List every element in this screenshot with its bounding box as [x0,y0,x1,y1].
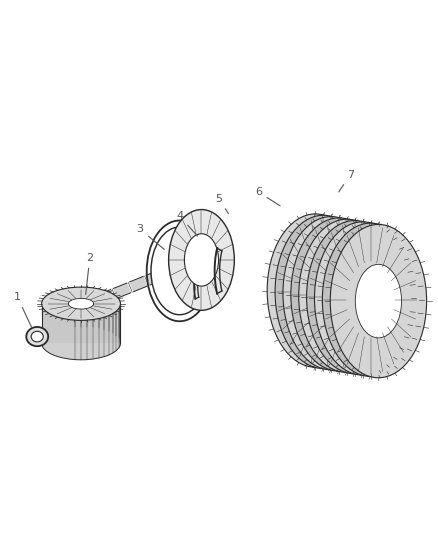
Text: 5: 5 [215,193,229,214]
Ellipse shape [42,327,120,360]
Ellipse shape [151,227,208,314]
Ellipse shape [308,256,354,330]
Text: 2: 2 [86,253,93,294]
Ellipse shape [291,218,387,371]
Ellipse shape [332,260,378,334]
Ellipse shape [184,234,219,286]
Text: 1: 1 [14,292,32,327]
Ellipse shape [355,264,402,338]
Ellipse shape [169,209,234,310]
Ellipse shape [339,262,386,335]
Ellipse shape [42,287,120,320]
Ellipse shape [299,219,395,373]
Ellipse shape [314,222,411,375]
Text: 4: 4 [176,211,198,236]
Ellipse shape [31,332,43,342]
Text: 7: 7 [339,169,354,192]
Ellipse shape [347,263,394,336]
Ellipse shape [307,221,403,374]
Text: 6: 6 [255,187,280,206]
Ellipse shape [292,254,339,327]
Ellipse shape [322,223,419,376]
Ellipse shape [324,259,370,333]
Ellipse shape [26,327,48,346]
Polygon shape [151,268,169,283]
Ellipse shape [275,215,371,368]
Ellipse shape [330,224,427,378]
Ellipse shape [68,298,94,309]
Ellipse shape [283,216,379,370]
Ellipse shape [300,255,346,329]
Polygon shape [42,304,120,343]
Ellipse shape [267,214,364,367]
Ellipse shape [316,258,362,332]
Polygon shape [55,257,194,322]
Text: 3: 3 [137,224,164,249]
